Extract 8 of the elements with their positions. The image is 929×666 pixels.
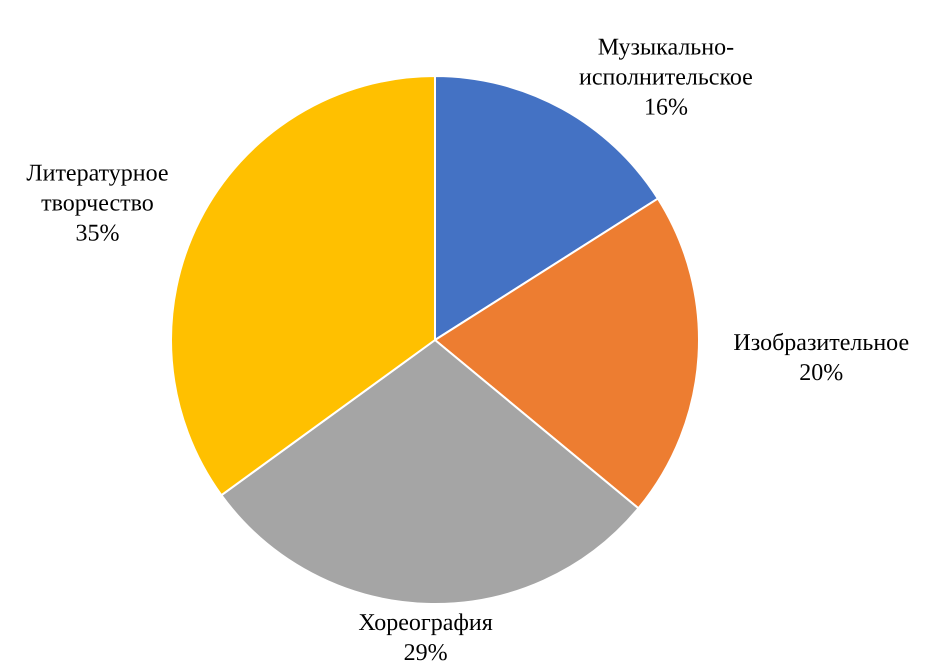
data-label: 20% — [799, 360, 844, 386]
slice-label: Литературное творчество — [26, 160, 169, 217]
data-label: 35% — [75, 220, 120, 247]
slice-label: Музыкально-исполнительское — [579, 34, 753, 90]
data-label: 16% — [644, 94, 688, 120]
data-label: 29% — [404, 640, 448, 666]
slice-label: Хореография — [358, 610, 493, 636]
slice-label: Изобразительное — [733, 330, 910, 356]
